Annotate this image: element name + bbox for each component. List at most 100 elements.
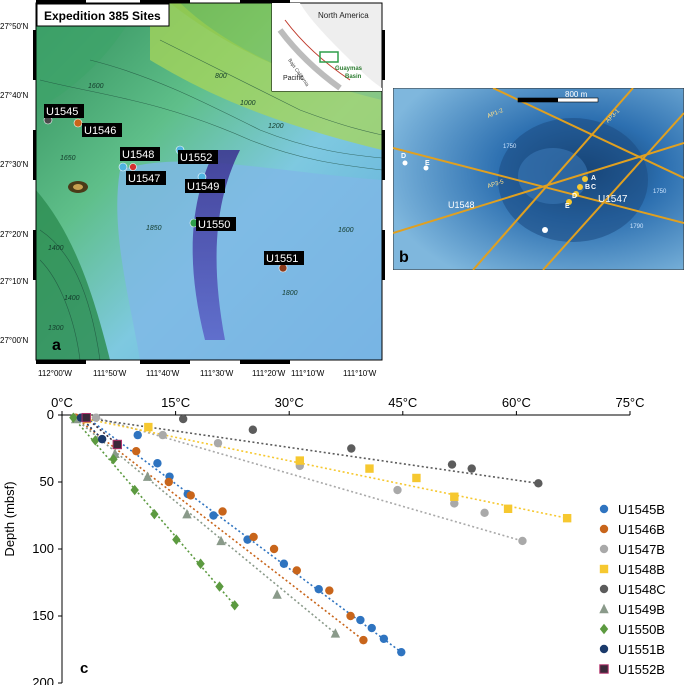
data-point xyxy=(109,454,118,465)
data-point xyxy=(81,412,91,423)
legend-marker xyxy=(599,603,609,614)
contour-label: 1600 xyxy=(338,227,354,234)
data-point xyxy=(215,581,224,592)
contour-label: 1200 xyxy=(268,123,284,130)
point-marker xyxy=(423,165,429,171)
y-tick-label: 150 xyxy=(32,608,54,623)
site-label-u1547: U1547 xyxy=(598,194,628,205)
y-tick-label: 50 xyxy=(40,474,54,489)
legend-label: U1545B xyxy=(618,502,665,517)
data-point xyxy=(359,635,368,645)
data-point xyxy=(91,413,101,422)
data-point xyxy=(230,600,239,611)
series-trend-line xyxy=(95,416,523,542)
legend-marker xyxy=(599,644,609,654)
y-tick-label: 100 xyxy=(32,541,54,556)
data-point xyxy=(447,460,457,469)
point-marker xyxy=(573,191,579,197)
line-label: AP3-5 xyxy=(487,179,505,190)
data-point xyxy=(367,623,376,633)
data-point xyxy=(209,511,218,520)
lat-label: 27°00'N xyxy=(0,336,29,345)
data-point xyxy=(91,435,100,446)
contour-label: 1400 xyxy=(64,295,80,302)
point-label: E xyxy=(565,203,570,210)
x-tick-label: 45°C xyxy=(388,395,417,410)
site-marker-u1551 xyxy=(278,263,288,273)
legend-marker xyxy=(599,584,609,594)
legend-marker xyxy=(599,623,609,635)
data-point xyxy=(178,414,188,424)
series-trend-line xyxy=(86,418,568,519)
series-trend-line xyxy=(75,417,364,641)
point-label: C xyxy=(591,184,596,191)
data-point xyxy=(534,479,543,488)
data-point xyxy=(356,615,365,625)
contour-label: 1790 xyxy=(630,224,644,230)
data-point xyxy=(279,559,289,568)
lon-label: 111°50'W xyxy=(93,369,127,378)
point-label: A xyxy=(591,175,596,182)
axial-trough xyxy=(192,150,240,340)
lon-label: 111°20'W xyxy=(252,369,286,378)
inset-basin-label: Guaymas xyxy=(335,66,363,72)
legend-label: U1549B xyxy=(618,602,665,617)
legend-label: U1548C xyxy=(618,582,666,597)
data-point xyxy=(314,585,323,594)
contour-label: 1400 xyxy=(48,245,64,252)
data-point xyxy=(97,434,107,444)
lon-label: 112°00'W xyxy=(38,369,72,378)
data-point xyxy=(518,536,527,546)
site-markers: U1545 U1546 U1548 U1547 U1552 U1549 U155… xyxy=(43,104,304,273)
site-marker-u1547 xyxy=(129,163,137,171)
point-label: B xyxy=(585,184,590,191)
data-point xyxy=(153,459,162,468)
inset-basin-label: Basin xyxy=(345,74,362,80)
site-marker-u1548 xyxy=(118,162,128,172)
x-tick-label: 30°C xyxy=(275,395,304,410)
x-tick-label: 0°C xyxy=(51,395,73,410)
point-label: D xyxy=(401,153,406,160)
data-point xyxy=(450,492,459,501)
data-point xyxy=(347,444,356,453)
y-tick-label: 0 xyxy=(47,407,54,422)
point-label: E xyxy=(425,160,430,167)
panel-label-c: c xyxy=(80,660,88,677)
data-point xyxy=(144,422,153,432)
series-trend-line xyxy=(83,416,539,485)
data-point xyxy=(379,634,389,643)
inset-region-label: North America xyxy=(318,11,369,20)
data-point xyxy=(397,647,406,657)
series-lines xyxy=(72,416,568,653)
lat-label: 27°10'N xyxy=(0,277,29,286)
legend-label: U1551B xyxy=(618,642,665,657)
data-point xyxy=(325,586,334,595)
data-point xyxy=(132,446,141,456)
lat-label: 27°40'N xyxy=(0,91,29,100)
survey-lines xyxy=(393,88,684,270)
series-trend-line xyxy=(75,418,336,635)
data-point xyxy=(480,508,489,518)
site-marker-u1546 xyxy=(73,118,83,128)
inset-map: North America Pacific Guaymas Basin Baja… xyxy=(271,2,383,92)
data-point xyxy=(150,508,159,520)
contour-label: 1600 xyxy=(88,83,104,90)
lat-label: 27°50'N xyxy=(0,22,29,31)
data-point xyxy=(562,513,572,523)
site-label-u1547: U1547 xyxy=(128,173,160,185)
map-a-title: Expedition 385 Sites xyxy=(44,9,161,23)
data-point xyxy=(365,464,374,473)
contour-label: 1000 xyxy=(240,100,256,107)
data-point xyxy=(249,532,258,542)
lon-label: 111°10'W xyxy=(343,369,377,378)
contour-label: 1850 xyxy=(146,225,162,232)
inset-ocean-label: Pacific xyxy=(283,75,304,82)
site-label-u1551: U1551 xyxy=(266,253,298,265)
y-axis-title: Depth (mbsf) xyxy=(2,481,17,556)
lat-label: 27°30'N xyxy=(0,160,29,169)
point-label: D xyxy=(572,193,577,200)
panel-label-a: a xyxy=(52,337,61,354)
lon-label: 111°10'W xyxy=(291,369,325,378)
site-map-a: 1600 800 1000 1200 1650 1400 1600 1850 1… xyxy=(0,0,385,378)
series-trend-line xyxy=(72,417,236,606)
